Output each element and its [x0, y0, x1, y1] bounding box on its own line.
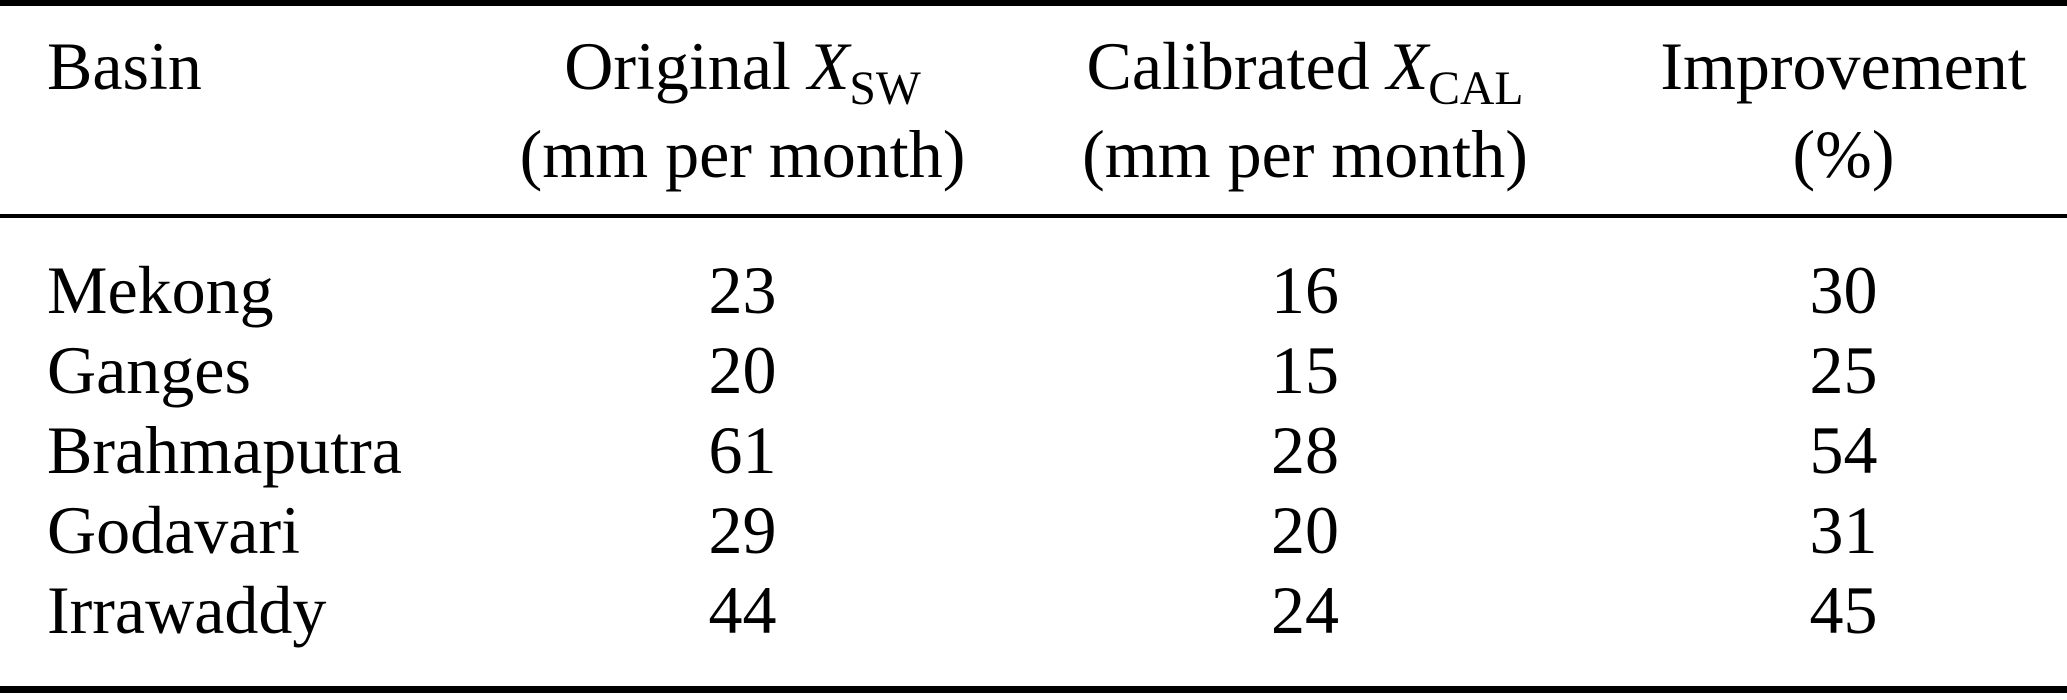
- table-row-brahmaputra: Brahmaputra 61 28 54: [0, 410, 2067, 490]
- table-header: Basin Original XSW (mm per month) Calibr…: [0, 3, 2067, 218]
- cell-basin: Godavari: [47, 492, 301, 568]
- cell-original: 61: [708, 412, 777, 488]
- column-label-original: Original: [564, 28, 808, 104]
- table-body: Mekong 23 16 30 Ganges 20 15 25 Brahmapu…: [0, 216, 2067, 690]
- header-row: Basin Original XSW (mm per month) Calibr…: [0, 3, 2067, 218]
- cell-improvement: 45: [1809, 572, 1878, 648]
- cell-basin: Irrawaddy: [47, 572, 327, 648]
- column-var-calibrated: X: [1386, 28, 1429, 104]
- cell-original: 44: [708, 572, 777, 648]
- column-unit-original: (mm per month): [519, 116, 966, 192]
- cell-basin: Brahmaputra: [47, 412, 402, 488]
- column-subscript-original: SW: [849, 63, 921, 116]
- column-label-improvement: Improvement: [1660, 28, 2027, 104]
- column-var-original: X: [807, 28, 850, 104]
- column-header-improvement: Improvement (%): [1620, 3, 2067, 218]
- cell-calibrated: 15: [1271, 332, 1339, 408]
- column-subscript-calibrated: CAL: [1428, 63, 1524, 116]
- column-header-calibrated: Calibrated XCAL (mm per month): [990, 3, 1620, 218]
- column-unit-basin: [47, 110, 495, 198]
- cell-basin: Mekong: [47, 252, 274, 328]
- cell-improvement: 54: [1809, 412, 1878, 488]
- column-label-calibrated: Calibrated: [1086, 28, 1387, 104]
- cell-calibrated: 16: [1271, 252, 1339, 328]
- cell-improvement: 31: [1809, 492, 1878, 568]
- column-header-original: Original XSW (mm per month): [495, 3, 990, 218]
- cell-improvement: 25: [1809, 332, 1878, 408]
- table-row-ganges: Ganges 20 15 25: [0, 330, 2067, 410]
- cell-original: 23: [708, 252, 777, 328]
- cell-calibrated: 24: [1271, 572, 1339, 648]
- column-unit-calibrated: (mm per month): [1082, 116, 1528, 192]
- column-header-basin: Basin: [0, 3, 495, 218]
- column-unit-improvement: (%): [1792, 116, 1895, 192]
- cell-calibrated: 20: [1271, 492, 1339, 568]
- table-row-irrawaddy: Irrawaddy 44 24 45: [0, 570, 2067, 690]
- cell-original: 29: [708, 492, 777, 568]
- table-row-mekong: Mekong 23 16 30: [0, 216, 2067, 330]
- table-row-godavari: Godavari 29 20 31: [0, 490, 2067, 570]
- cell-calibrated: 28: [1271, 412, 1339, 488]
- cell-original: 20: [708, 332, 777, 408]
- cell-improvement: 30: [1809, 252, 1878, 328]
- cell-basin: Ganges: [47, 332, 251, 408]
- column-label-basin: Basin: [47, 28, 202, 104]
